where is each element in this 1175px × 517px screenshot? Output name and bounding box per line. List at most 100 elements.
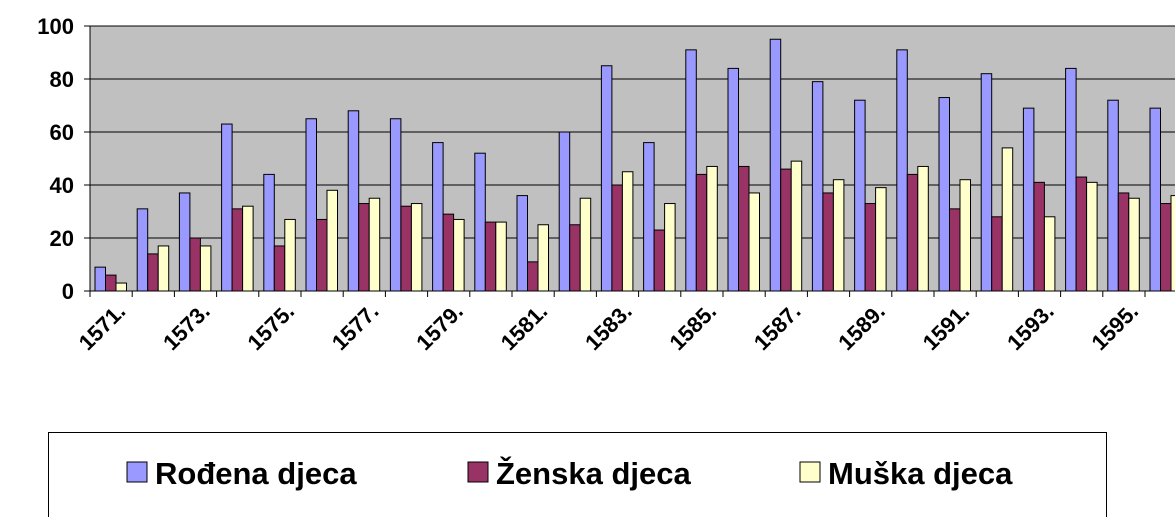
bar <box>1065 67 1077 292</box>
y-tick-label: 0 <box>62 279 74 304</box>
bar <box>305 118 317 292</box>
bar <box>1033 181 1045 292</box>
bar <box>537 224 549 292</box>
x-tick-label: 1593. <box>1002 299 1059 356</box>
bar <box>136 208 149 292</box>
legend-label: Rođena djeca <box>155 456 357 491</box>
bar <box>906 173 919 292</box>
bar <box>115 282 127 292</box>
bar <box>178 192 191 292</box>
bar <box>579 197 592 292</box>
bar <box>896 49 908 292</box>
bar <box>854 99 866 292</box>
bar <box>695 173 708 292</box>
bar <box>94 266 106 292</box>
bar <box>621 171 634 292</box>
bar <box>980 73 993 292</box>
bar <box>1086 181 1098 292</box>
bar <box>706 165 718 292</box>
bar <box>263 173 275 292</box>
bar <box>600 65 613 292</box>
bar <box>832 179 845 292</box>
bar <box>748 192 760 292</box>
bar <box>949 208 961 292</box>
x-tick-label: 1573. <box>158 299 215 356</box>
bar <box>558 131 571 292</box>
bar <box>442 213 455 292</box>
bar <box>474 152 486 292</box>
legend-swatch <box>799 461 821 483</box>
bar <box>189 237 201 292</box>
bar <box>516 195 528 292</box>
x-tick-label: 1591. <box>918 299 975 356</box>
bar <box>1160 203 1172 292</box>
bar <box>790 160 803 292</box>
x-tick-label: 1583. <box>580 299 637 356</box>
bar <box>347 110 360 292</box>
bar <box>400 205 412 292</box>
bar <box>157 245 170 292</box>
bar <box>484 221 497 292</box>
legend-label: Ženska djeca <box>496 455 691 491</box>
bar <box>1107 99 1119 292</box>
bar <box>1128 197 1140 292</box>
bar <box>221 123 233 292</box>
bar <box>410 203 423 292</box>
bar <box>664 203 676 292</box>
y-tick-label: 80 <box>50 67 74 92</box>
bar <box>147 253 159 292</box>
bar <box>527 261 539 292</box>
bar <box>643 142 655 292</box>
bar <box>199 245 212 292</box>
bar <box>1075 176 1088 292</box>
bar <box>738 165 750 292</box>
x-tick-label: 1589. <box>833 299 890 356</box>
bar <box>864 203 877 292</box>
x-tick-label: 1581. <box>496 299 553 356</box>
legend-box <box>48 432 1107 517</box>
bar <box>242 205 254 292</box>
legend-swatch <box>126 461 148 483</box>
y-tick-label: 100 <box>37 14 74 39</box>
bar <box>1149 107 1161 292</box>
bar <box>1043 216 1056 292</box>
bar <box>368 197 381 292</box>
bar <box>938 97 950 292</box>
bar <box>1117 192 1130 292</box>
legend-swatch <box>467 461 489 483</box>
x-tick-label: 1575. <box>242 299 299 356</box>
bar <box>569 224 581 292</box>
y-tick-label: 60 <box>50 120 74 145</box>
bar <box>1001 147 1014 292</box>
bar <box>389 118 402 292</box>
bar <box>991 216 1003 292</box>
x-tick-label: 1577. <box>327 299 384 356</box>
bar <box>1022 107 1035 292</box>
bar <box>822 192 834 292</box>
x-tick-label: 1587. <box>749 299 806 356</box>
bar <box>780 168 792 292</box>
bar <box>284 218 296 292</box>
bar <box>611 184 623 292</box>
x-tick-label: 1585. <box>664 299 721 356</box>
bar <box>653 229 666 292</box>
bar <box>685 49 697 292</box>
x-tick-label: 1571. <box>74 299 131 356</box>
y-tick-label: 40 <box>50 173 74 198</box>
bar <box>917 165 929 292</box>
bar <box>769 38 782 292</box>
bar <box>495 221 507 292</box>
bar <box>273 245 286 292</box>
bar <box>1170 195 1175 292</box>
y-tick-label: 20 <box>50 226 74 251</box>
legend-label: Muška djeca <box>828 456 1013 491</box>
bar <box>727 67 739 292</box>
bar <box>358 203 370 292</box>
bar <box>453 218 465 292</box>
bar <box>231 208 244 292</box>
bar <box>432 142 444 292</box>
bar <box>959 179 971 292</box>
x-tick-label: 1595. <box>1086 299 1143 356</box>
bar <box>811 81 824 292</box>
